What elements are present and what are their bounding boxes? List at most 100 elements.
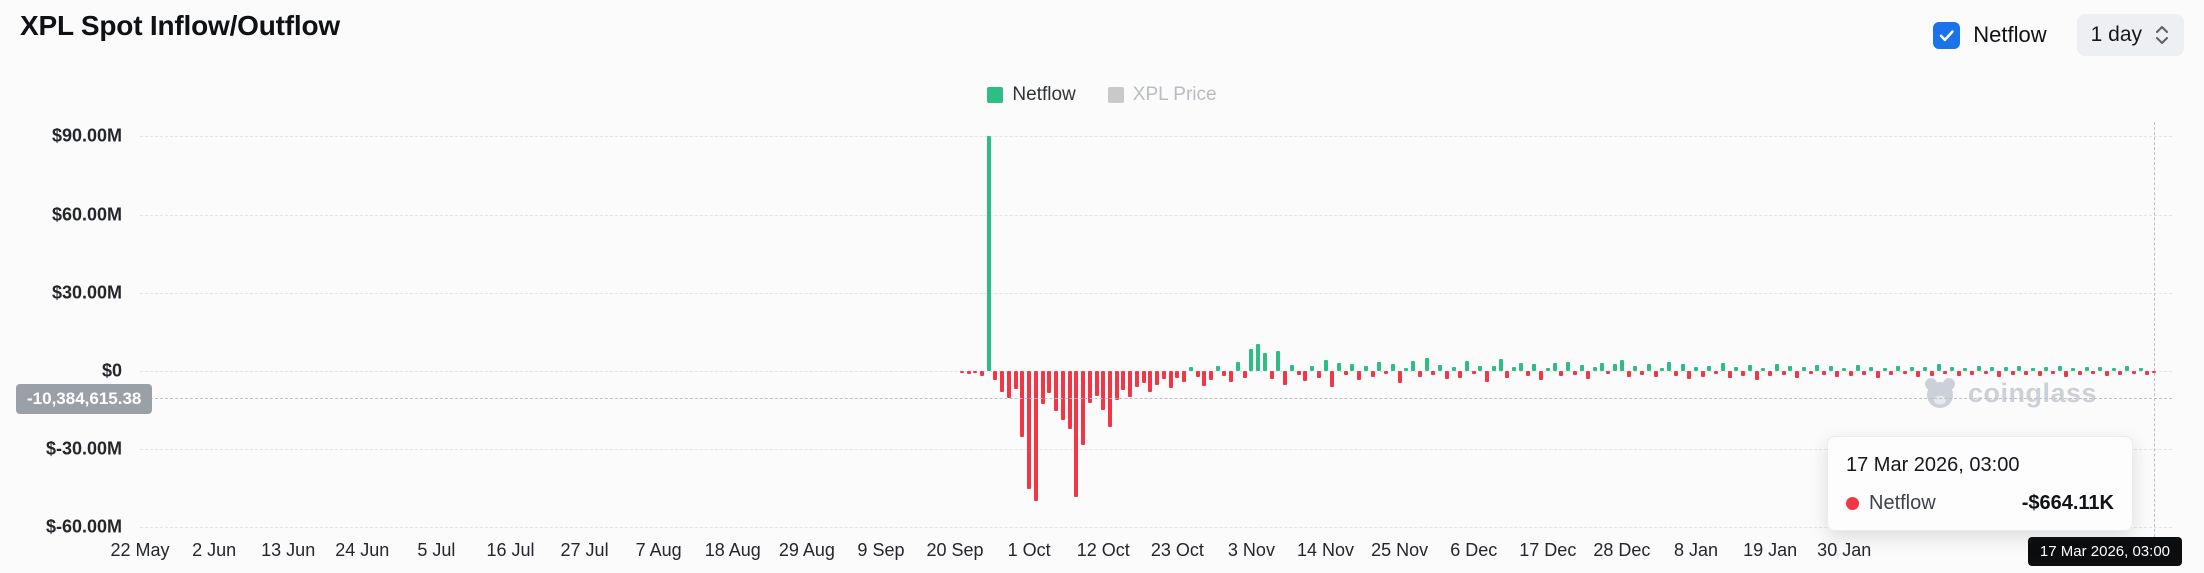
- legend-item-netflow[interactable]: Netflow: [987, 84, 1076, 106]
- netflow-bar[interactable]: [2024, 371, 2029, 376]
- netflow-bar[interactable]: [1491, 366, 1496, 371]
- netflow-bar[interactable]: [1350, 364, 1355, 371]
- netflow-bar[interactable]: [1592, 366, 1597, 371]
- netflow-bar[interactable]: [966, 371, 971, 375]
- netflow-bar[interactable]: [1128, 371, 1133, 397]
- netflow-bar[interactable]: [1249, 349, 1254, 371]
- netflow-bar[interactable]: [1916, 371, 1921, 377]
- netflow-bar[interactable]: [1889, 371, 1894, 376]
- netflow-bar[interactable]: [959, 371, 964, 373]
- netflow-bar[interactable]: [1707, 365, 1712, 371]
- netflow-bar[interactable]: [1761, 367, 1766, 371]
- netflow-bar[interactable]: [1141, 371, 1146, 383]
- netflow-bar[interactable]: [1323, 360, 1328, 371]
- netflow-bar[interactable]: [1168, 371, 1173, 389]
- netflow-bar[interactable]: [1464, 361, 1469, 371]
- netflow-bar[interactable]: [1882, 367, 1887, 371]
- netflow-bar[interactable]: [1963, 367, 1968, 371]
- netflow-bar[interactable]: [2118, 371, 2123, 376]
- netflow-bar[interactable]: [1094, 371, 1099, 396]
- netflow-bar[interactable]: [1074, 371, 1079, 497]
- netflow-bar[interactable]: [1478, 365, 1483, 371]
- netflow-bar[interactable]: [1195, 371, 1200, 377]
- netflow-bar[interactable]: [1357, 371, 1362, 381]
- netflow-bar[interactable]: [1754, 371, 1759, 380]
- netflow-bar[interactable]: [1121, 371, 1126, 391]
- netflow-bar[interactable]: [1640, 371, 1645, 376]
- netflow-bar[interactable]: [1532, 363, 1537, 371]
- netflow-bar[interactable]: [1774, 363, 1779, 371]
- netflow-bar[interactable]: [1619, 360, 1624, 371]
- netflow-bar[interactable]: [1842, 368, 1847, 371]
- netflow-bar[interactable]: [1720, 362, 1725, 371]
- netflow-bar[interactable]: [1148, 371, 1153, 393]
- netflow-bar[interactable]: [1633, 366, 1638, 371]
- netflow-bar[interactable]: [1714, 371, 1719, 375]
- netflow-bar[interactable]: [1795, 371, 1800, 378]
- netflow-bar[interactable]: [1539, 371, 1544, 381]
- netflow-bar[interactable]: [1579, 365, 1584, 371]
- netflow-bar[interactable]: [2111, 367, 2116, 371]
- netflow-bar[interactable]: [2091, 371, 2096, 375]
- netflow-bar[interactable]: [1855, 365, 1860, 371]
- netflow-bar[interactable]: [1101, 371, 1106, 410]
- netflow-bar[interactable]: [1599, 362, 1604, 371]
- netflow-bar[interactable]: [1875, 371, 1880, 379]
- netflow-bar[interactable]: [1734, 366, 1739, 371]
- netflow-bar[interactable]: [1411, 360, 1416, 371]
- netflow-bar[interactable]: [1613, 364, 1618, 371]
- netflow-bar[interactable]: [1215, 365, 1220, 371]
- netflow-bar[interactable]: [973, 371, 978, 374]
- netflow-bar[interactable]: [2017, 365, 2022, 371]
- netflow-bar[interactable]: [1404, 367, 1409, 371]
- netflow-bar[interactable]: [1229, 371, 1234, 382]
- netflow-bar[interactable]: [1310, 366, 1315, 371]
- netflow-bar[interactable]: [1835, 371, 1840, 378]
- netflow-bar[interactable]: [1485, 371, 1490, 382]
- netflow-bar[interactable]: [1316, 371, 1321, 379]
- netflow-bar[interactable]: [1741, 371, 1746, 376]
- netflow-bar[interactable]: [1262, 353, 1267, 371]
- netflow-bar[interactable]: [1458, 371, 1463, 379]
- netflow-bar[interactable]: [1498, 359, 1503, 371]
- netflow-bar[interactable]: [1006, 371, 1011, 399]
- netflow-bar[interactable]: [1384, 371, 1389, 374]
- netflow-bar[interactable]: [1390, 363, 1395, 371]
- netflow-bar[interactable]: [2125, 366, 2130, 371]
- netflow-bar[interactable]: [1276, 351, 1281, 371]
- netflow-bar[interactable]: [2003, 366, 2008, 371]
- netflow-bar[interactable]: [1862, 371, 1867, 375]
- netflow-bar[interactable]: [1902, 371, 1907, 375]
- netflow-bar[interactable]: [1781, 371, 1786, 375]
- netflow-bar[interactable]: [1869, 366, 1874, 371]
- netflow-bar[interactable]: [1694, 367, 1699, 371]
- netflow-bar[interactable]: [1107, 371, 1112, 428]
- netflow-bar[interactable]: [1990, 367, 1995, 371]
- netflow-bar[interactable]: [1175, 371, 1180, 379]
- netflow-bar[interactable]: [2138, 367, 2143, 371]
- netflow-bar[interactable]: [2104, 371, 2109, 376]
- netflow-bar[interactable]: [1256, 344, 1261, 371]
- netflow-bar[interactable]: [1997, 371, 2002, 377]
- netflow-bar[interactable]: [1828, 366, 1833, 371]
- netflow-bar[interactable]: [1020, 371, 1025, 438]
- netflow-bar[interactable]: [1572, 371, 1577, 375]
- netflow-bar[interactable]: [1155, 371, 1160, 385]
- netflow-bar[interactable]: [1087, 371, 1092, 403]
- netflow-bar[interactable]: [1660, 367, 1665, 371]
- netflow-bar[interactable]: [1337, 362, 1341, 371]
- netflow-bar[interactable]: [1343, 371, 1348, 375]
- netflow-bar[interactable]: [1431, 371, 1436, 376]
- netflow-bar[interactable]: [1202, 371, 1207, 386]
- netflow-bar[interactable]: [1815, 365, 1820, 371]
- netflow-bar[interactable]: [980, 371, 984, 377]
- netflow-bar[interactable]: [1936, 364, 1941, 371]
- netflow-bar[interactable]: [1188, 367, 1193, 371]
- netflow-bar[interactable]: [993, 371, 998, 381]
- netflow-bar[interactable]: [1114, 371, 1119, 401]
- netflow-bar[interactable]: [1397, 371, 1402, 383]
- netflow-toggle[interactable]: Netflow: [1933, 21, 2047, 49]
- netflow-bar[interactable]: [1209, 371, 1214, 380]
- netflow-bar[interactable]: [1424, 357, 1429, 371]
